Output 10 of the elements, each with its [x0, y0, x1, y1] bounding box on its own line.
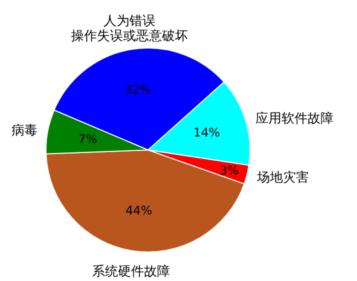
slice-label: 场地灾害 [256, 170, 309, 186]
data-label: 44% [126, 204, 152, 218]
data-label: 32% [124, 82, 152, 97]
slice-label: 病毒 [12, 123, 38, 138]
slice-label: 系统硬件故障 [92, 264, 170, 280]
data-label: 14% [193, 126, 220, 140]
data-label: 3% [220, 163, 239, 178]
slice-label: 应用软件故障 [256, 110, 334, 126]
slice-label: 人为错误操作失误或恶意破坏 [71, 14, 188, 44]
data-label: 7% [78, 132, 98, 146]
